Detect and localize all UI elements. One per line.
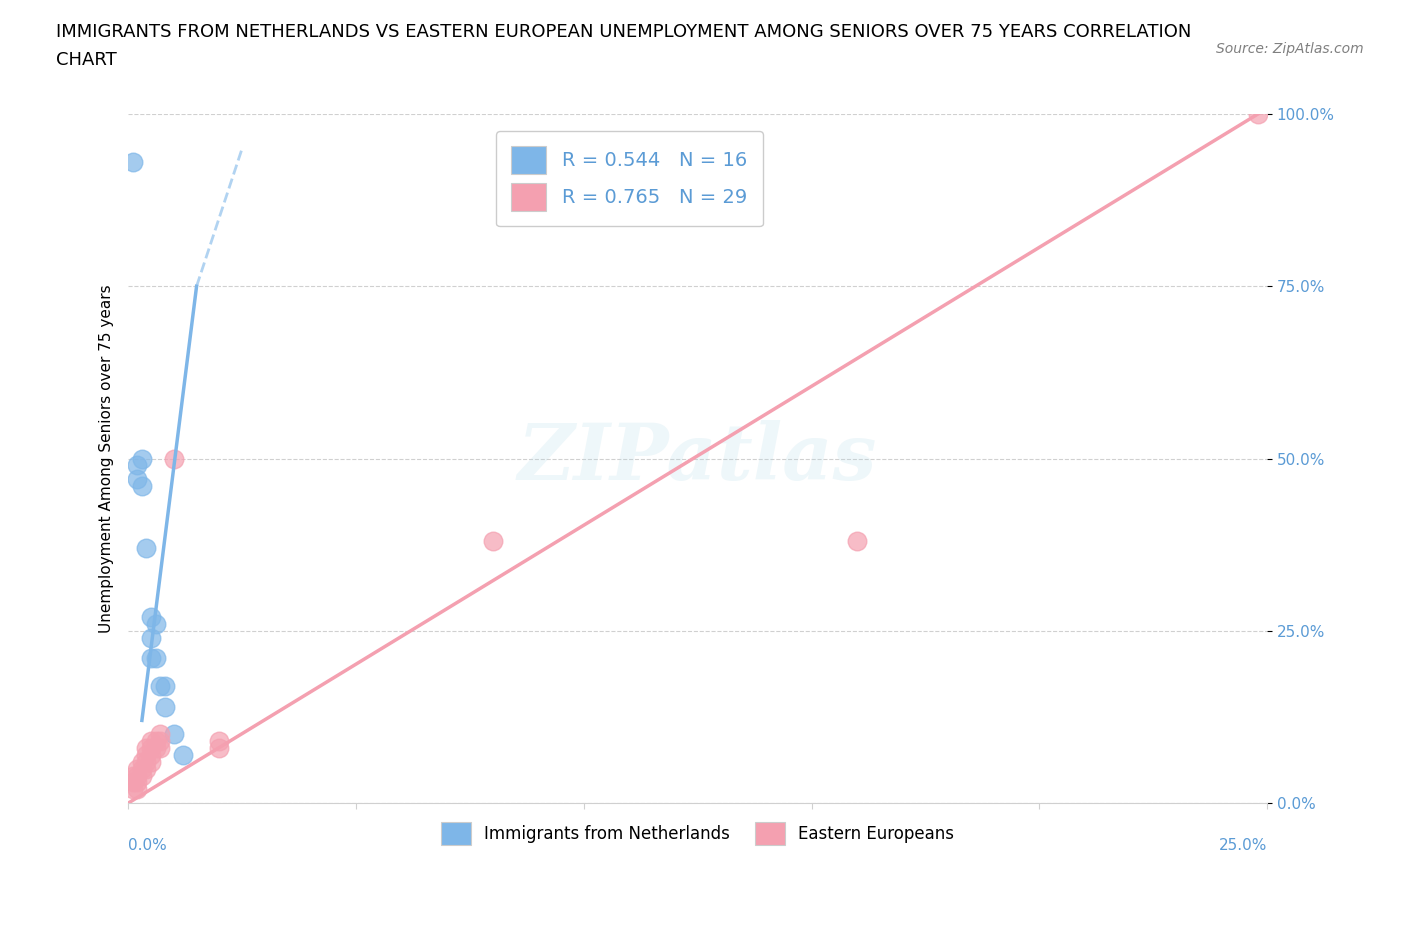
- Point: [127, 472, 149, 486]
- Point: [127, 768, 149, 783]
- Point: [145, 734, 167, 749]
- Point: [131, 761, 153, 776]
- Point: [145, 651, 167, 666]
- Point: [135, 540, 157, 555]
- Point: [139, 631, 162, 645]
- Point: [145, 740, 167, 755]
- Text: 25.0%: 25.0%: [1219, 838, 1267, 853]
- Point: [131, 451, 153, 466]
- Point: [139, 748, 162, 763]
- Point: [127, 761, 149, 776]
- Point: [131, 754, 153, 769]
- Point: [127, 782, 149, 797]
- Legend: Immigrants from Netherlands, Eastern Europeans: Immigrants from Netherlands, Eastern Eur…: [429, 810, 966, 857]
- Point: [121, 782, 143, 797]
- Y-axis label: Unemployment Among Seniors over 75 years: Unemployment Among Seniors over 75 years: [100, 285, 114, 632]
- Text: IMMIGRANTS FROM NETHERLANDS VS EASTERN EUROPEAN UNEMPLOYMENT AMONG SENIORS OVER : IMMIGRANTS FROM NETHERLANDS VS EASTERN E…: [56, 23, 1192, 41]
- Text: Source: ZipAtlas.com: Source: ZipAtlas.com: [1216, 42, 1364, 56]
- Text: ZIPatlas: ZIPatlas: [517, 420, 877, 497]
- Point: [208, 740, 231, 755]
- Point: [139, 609, 162, 624]
- Point: [846, 534, 869, 549]
- Point: [135, 761, 157, 776]
- Point: [149, 740, 172, 755]
- Point: [149, 726, 172, 741]
- Point: [208, 734, 231, 749]
- Point: [153, 679, 176, 694]
- Point: [127, 775, 149, 790]
- Point: [131, 479, 153, 494]
- Point: [163, 726, 186, 741]
- Point: [139, 754, 162, 769]
- Point: [135, 748, 157, 763]
- Point: [481, 534, 503, 549]
- Text: CHART: CHART: [56, 51, 117, 69]
- Point: [121, 768, 143, 783]
- Point: [163, 451, 186, 466]
- Point: [121, 775, 143, 790]
- Point: [139, 740, 162, 755]
- Point: [145, 617, 167, 631]
- Point: [149, 734, 172, 749]
- Point: [135, 740, 157, 755]
- Point: [153, 699, 176, 714]
- Point: [139, 734, 162, 749]
- Point: [139, 651, 162, 666]
- Point: [172, 748, 194, 763]
- Point: [131, 768, 153, 783]
- Point: [135, 754, 157, 769]
- Point: [121, 154, 143, 169]
- Point: [149, 679, 172, 694]
- Text: 0.0%: 0.0%: [128, 838, 167, 853]
- Point: [1247, 107, 1270, 122]
- Point: [127, 458, 149, 472]
